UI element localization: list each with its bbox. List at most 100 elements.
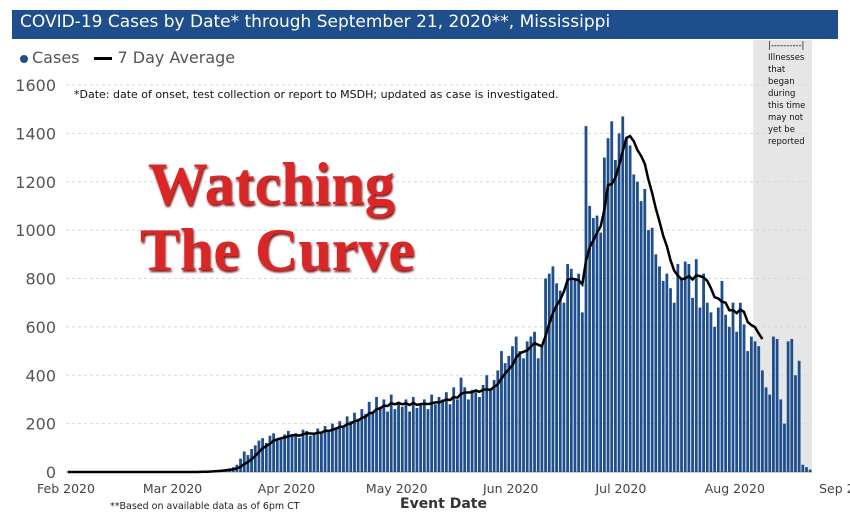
case-bar <box>334 427 338 472</box>
case-bar <box>547 273 551 472</box>
case-bar <box>555 283 558 472</box>
case-bar <box>356 418 360 472</box>
case-bar <box>415 407 419 472</box>
case-bar <box>467 399 470 472</box>
case-bar <box>345 416 349 472</box>
legend: Cases 7 Day Average <box>20 48 235 67</box>
x-tick-label: Aug 2020 <box>705 481 765 496</box>
case-bar <box>283 434 287 472</box>
case-bar <box>444 392 448 472</box>
case-bar <box>768 394 772 472</box>
case-bar <box>558 290 562 472</box>
case-bar <box>393 409 397 472</box>
case-bar <box>275 439 279 472</box>
case-bar <box>327 429 331 472</box>
cases-legend-dot-icon <box>20 54 28 63</box>
chart-title: COVID-19 Cases by Date* through Septembe… <box>20 12 611 32</box>
date-footnote: *Date: date of onset, test collection or… <box>74 88 559 101</box>
case-bar <box>536 358 540 472</box>
case-bar <box>411 397 415 472</box>
case-bar <box>731 302 735 472</box>
x-tick-label: Jun 2020 <box>482 481 538 496</box>
case-bar <box>760 370 764 472</box>
case-bar <box>386 411 389 472</box>
case-bar <box>452 387 456 472</box>
case-bar <box>433 404 437 472</box>
seven-day-average-line <box>67 134 764 474</box>
case-bar <box>676 263 680 472</box>
case-bar <box>323 426 327 472</box>
case-bar <box>742 324 746 472</box>
title-bar <box>12 10 838 39</box>
case-bar <box>375 397 378 472</box>
watermark-line-1: Watching <box>148 151 395 217</box>
case-bar <box>658 266 661 472</box>
case-bar <box>426 409 430 472</box>
case-bar <box>540 346 544 472</box>
case-bar <box>632 174 636 472</box>
case-bar <box>500 351 503 472</box>
case-bar <box>367 401 371 472</box>
y-tick-label: 0 <box>46 463 56 482</box>
case-bar <box>441 399 445 472</box>
case-bar <box>602 157 606 472</box>
case-bar <box>720 280 724 472</box>
case-bar <box>389 394 393 472</box>
case-bar <box>353 412 356 472</box>
case-bar <box>661 280 665 472</box>
case-bar <box>316 428 320 472</box>
case-bar <box>643 189 647 472</box>
case-bar <box>724 314 728 472</box>
case-bar <box>474 392 478 472</box>
case-bar <box>286 430 290 472</box>
case-bar <box>507 355 511 472</box>
case-bar <box>790 338 794 472</box>
case-bar <box>371 411 375 472</box>
case-bar <box>496 370 500 472</box>
shaded-region-note: |----------| Illnesses that began during… <box>768 41 806 147</box>
x-axis-title: Event Date <box>400 496 487 512</box>
x-tick-label: Jul 2020 <box>594 481 646 496</box>
case-bar <box>808 469 812 472</box>
y-tick-label: 1000 <box>15 221 56 240</box>
case-bar <box>400 406 404 472</box>
legend-cases: Cases <box>32 48 80 67</box>
case-bar <box>492 380 496 472</box>
case-bar <box>481 384 485 472</box>
case-bar <box>786 341 790 472</box>
case-bar <box>757 346 761 472</box>
case-bar <box>290 435 294 472</box>
case-bar <box>279 438 283 472</box>
case-bar <box>591 218 595 472</box>
case-bar <box>694 259 698 472</box>
case-bar <box>268 435 272 472</box>
case-bar <box>584 126 588 473</box>
case-bar <box>794 375 797 472</box>
case-bar <box>297 438 301 472</box>
x-tick-label: Feb 2020 <box>37 481 95 496</box>
case-bar <box>529 336 533 472</box>
case-bar <box>805 467 808 472</box>
case-bar <box>779 399 783 472</box>
case-bar <box>518 351 522 472</box>
case-bar <box>308 435 312 472</box>
case-bar <box>738 302 742 472</box>
case-bar <box>489 389 492 472</box>
case-bar <box>625 138 628 472</box>
x-tick-label: Apr 2020 <box>258 481 315 496</box>
case-bar <box>580 312 584 472</box>
case-bar <box>654 254 658 472</box>
case-bar <box>669 288 672 472</box>
case-bar <box>599 232 603 472</box>
case-bar <box>801 464 805 472</box>
case-bar <box>422 399 426 472</box>
case-bar <box>382 399 386 472</box>
case-bar <box>588 205 592 472</box>
case-bar <box>261 438 265 472</box>
case-bar <box>610 121 614 472</box>
case-bar <box>503 363 507 472</box>
x-tick-label: May 2020 <box>366 481 428 496</box>
case-bar <box>312 433 316 472</box>
case-bar <box>680 278 683 472</box>
